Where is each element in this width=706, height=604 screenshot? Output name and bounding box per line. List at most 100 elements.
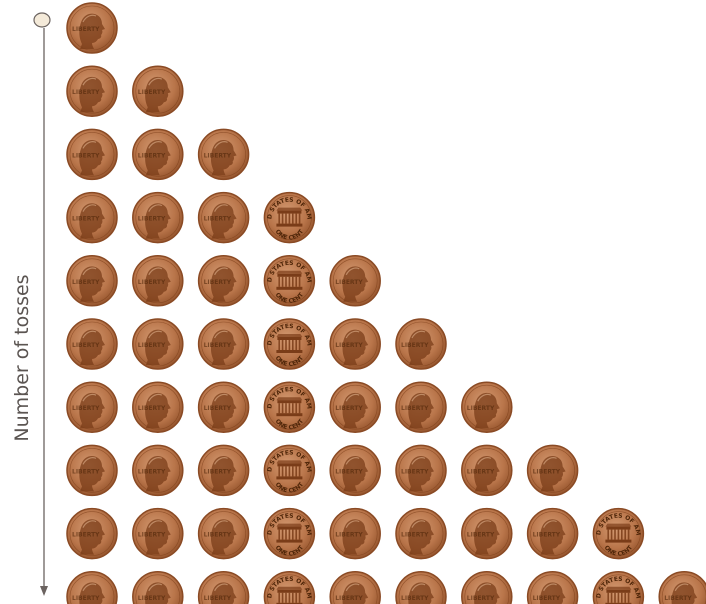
coin-heads: LIBERTY	[197, 444, 250, 497]
svg-text:LIBERTY: LIBERTY	[401, 595, 429, 602]
coin-heads: LIBERTY	[526, 444, 579, 497]
coin-heads: LIBERTY	[329, 255, 381, 307]
svg-text:LIBERTY: LIBERTY	[335, 532, 363, 539]
svg-text:LIBERTY: LIBERTY	[72, 405, 100, 412]
svg-text:LIBERTY: LIBERTY	[138, 595, 166, 602]
svg-text:LIBERTY: LIBERTY	[533, 595, 561, 602]
svg-text:LIBERTY: LIBERTY	[204, 468, 232, 475]
svg-text:LIBERTY: LIBERTY	[467, 595, 495, 602]
coin-heads: LIBERTY	[395, 318, 447, 370]
axis-arrowhead	[40, 586, 48, 596]
coin-heads: LIBERTY	[197, 571, 250, 604]
svg-text:LIBERTY: LIBERTY	[401, 532, 429, 539]
svg-text:LIBERTY: LIBERTY	[533, 532, 561, 539]
svg-text:LIBERTY: LIBERTY	[335, 595, 363, 602]
svg-text:LIBERTY: LIBERTY	[138, 89, 166, 96]
coin-heads: LIBERTY	[395, 381, 447, 433]
coin-tails: UNITED STATES OF AMERICAONE CENT	[263, 191, 316, 244]
coin-heads: LIBERTY	[66, 444, 118, 497]
svg-text:LIBERTY: LIBERTY	[204, 405, 232, 412]
svg-text:LIBERTY: LIBERTY	[401, 342, 429, 349]
svg-text:LIBERTY: LIBERTY	[204, 342, 232, 349]
coin-heads: LIBERTY	[66, 2, 118, 54]
coin-heads: LIBERTY	[197, 507, 250, 560]
coin-heads: LIBERTY	[329, 318, 381, 370]
svg-text:LIBERTY: LIBERTY	[72, 468, 100, 475]
svg-text:LIBERTY: LIBERTY	[664, 595, 692, 602]
svg-text:LIBERTY: LIBERTY	[401, 405, 429, 412]
coin-tails: UNITED STATES OF AMERICAONE CENT	[263, 444, 316, 497]
coin-heads: LIBERTY	[461, 571, 513, 604]
svg-text:LIBERTY: LIBERTY	[72, 279, 100, 286]
coin-heads: LIBERTY	[66, 191, 118, 244]
coin-heads: LIBERTY	[132, 318, 184, 370]
coin-heads: LIBERTY	[132, 381, 184, 433]
coin-heads: LIBERTY	[395, 444, 447, 497]
svg-text:LIBERTY: LIBERTY	[335, 405, 363, 412]
coin-tails: UNITED STATES OF AMERICAONE CENT	[263, 318, 316, 370]
coin-heads: LIBERTY	[197, 381, 250, 433]
coin-heads: LIBERTY	[197, 128, 250, 181]
coin-heads: LIBERTY	[66, 571, 118, 604]
coin-tails: UNITED STATES OF AMERICAONE CENT	[263, 571, 316, 604]
coin-heads: LIBERTY	[329, 507, 381, 560]
svg-text:LIBERTY: LIBERTY	[138, 279, 166, 286]
coin-heads: LIBERTY	[132, 191, 184, 244]
svg-text:LIBERTY: LIBERTY	[204, 152, 232, 159]
svg-text:LIBERTY: LIBERTY	[335, 342, 363, 349]
coin-heads: LIBERTY	[132, 444, 184, 497]
svg-text:LIBERTY: LIBERTY	[204, 595, 232, 602]
coin-heads: LIBERTY	[461, 444, 513, 497]
svg-text:LIBERTY: LIBERTY	[401, 468, 429, 475]
svg-text:LIBERTY: LIBERTY	[204, 279, 232, 286]
coin-tails: UNITED STATES OF AMERICAONE CENT	[592, 507, 645, 560]
coin-tails: UNITED STATES OF AMERICAONE CENT	[592, 571, 645, 604]
svg-text:LIBERTY: LIBERTY	[204, 216, 232, 223]
coin-heads: LIBERTY	[395, 507, 447, 560]
svg-text:LIBERTY: LIBERTY	[138, 342, 166, 349]
svg-text:LIBERTY: LIBERTY	[72, 26, 100, 33]
coin-heads: LIBERTY	[329, 381, 381, 433]
coin-heads: LIBERTY	[66, 65, 118, 117]
coin-heads: LIBERTY	[526, 571, 579, 604]
axis-start-marker	[33, 12, 51, 28]
svg-text:LIBERTY: LIBERTY	[335, 468, 363, 475]
coin-heads: LIBERTY	[395, 571, 447, 604]
coin-heads: LIBERTY	[197, 318, 250, 370]
svg-text:LIBERTY: LIBERTY	[138, 152, 166, 159]
coin-heads: LIBERTY	[132, 255, 184, 307]
svg-text:LIBERTY: LIBERTY	[72, 532, 100, 539]
coin-heads: LIBERTY	[66, 381, 118, 433]
axis-label: Number of tosses	[11, 274, 33, 441]
svg-text:LIBERTY: LIBERTY	[72, 152, 100, 159]
svg-text:LIBERTY: LIBERTY	[467, 532, 495, 539]
coin-heads: LIBERTY	[329, 444, 381, 497]
coin-heads: LIBERTY	[132, 571, 184, 604]
svg-text:LIBERTY: LIBERTY	[138, 405, 166, 412]
coin-heads: LIBERTY	[66, 507, 118, 560]
svg-text:LIBERTY: LIBERTY	[72, 595, 100, 602]
coin-heads: LIBERTY	[66, 128, 118, 181]
coin-heads: LIBERTY	[658, 571, 706, 604]
coin-heads: LIBERTY	[526, 507, 579, 560]
tosses-axis: Number of tosses	[11, 12, 51, 596]
coin-heads: LIBERTY	[132, 128, 184, 181]
coin-heads: LIBERTY	[197, 255, 250, 307]
coin-tails: UNITED STATES OF AMERICAONE CENT	[263, 507, 316, 560]
coin-tails: UNITED STATES OF AMERICAONE CENT	[263, 381, 316, 433]
svg-text:LIBERTY: LIBERTY	[72, 342, 100, 349]
svg-text:LIBERTY: LIBERTY	[335, 279, 363, 286]
svg-text:LIBERTY: LIBERTY	[204, 532, 232, 539]
coin-heads: LIBERTY	[132, 507, 184, 560]
svg-text:LIBERTY: LIBERTY	[138, 216, 166, 223]
coin-heads: LIBERTY	[132, 65, 184, 117]
coin-grid: LIBERTY LIBERTY LIBERTY LIBERTY LIBERTY LIBER…	[66, 2, 706, 604]
coin-tails: UNITED STATES OF AMERICAONE CENT	[263, 255, 316, 307]
coin-heads: LIBERTY	[461, 507, 513, 560]
svg-text:LIBERTY: LIBERTY	[467, 468, 495, 475]
coin-heads: LIBERTY	[66, 318, 118, 370]
coin-heads: LIBERTY	[461, 381, 513, 433]
svg-text:LIBERTY: LIBERTY	[72, 216, 100, 223]
coin-heads: LIBERTY	[197, 191, 250, 244]
